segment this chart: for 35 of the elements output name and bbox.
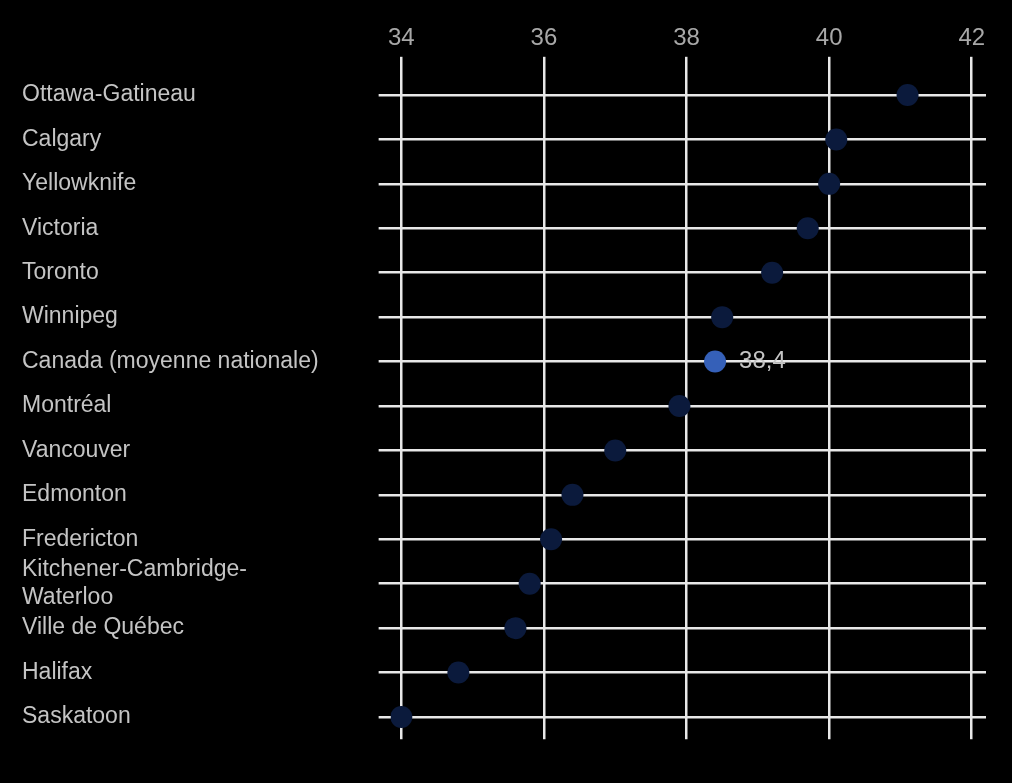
point: [711, 306, 734, 329]
x-tick-label: 34: [387, 23, 415, 51]
x-tick-label: 36: [530, 23, 558, 51]
x-tick-label: 42: [958, 23, 986, 51]
point: [504, 617, 527, 640]
y-tick-label: Winnipeg: [22, 302, 118, 329]
point: [390, 705, 413, 728]
y-tick-label: Calgary: [22, 124, 102, 151]
y-tick-label: Toronto: [22, 258, 99, 285]
point: [668, 395, 691, 417]
point: [896, 84, 919, 107]
y-tick-label: Vancouver: [22, 435, 131, 462]
y-tick-label: Kitchener-Cambridge-Waterloo: [22, 555, 247, 609]
point: [704, 350, 727, 373]
point: [518, 572, 541, 595]
y-tick-label: Montréal: [22, 391, 112, 418]
y-tick-label: Canada (moyenne nationale): [22, 346, 319, 373]
point: [561, 483, 584, 506]
x-tick-label: 40: [815, 23, 843, 51]
y-tick-label: Ville de Québec: [22, 613, 184, 640]
y-tick-label: Fredericton: [22, 524, 139, 551]
point: [447, 661, 470, 684]
y-tick-label: Halifax: [22, 657, 93, 684]
y-tick-label: Edmonton: [22, 480, 127, 507]
point: [604, 439, 627, 462]
y-tick-label: Saskatoon: [22, 702, 131, 729]
y-tick-label: Victoria: [22, 213, 99, 240]
x-tick-label: 38: [673, 23, 700, 51]
y-tick-label: Ottawa-Gatineau: [22, 80, 196, 107]
y-tick-label: Yellowknife: [22, 169, 137, 196]
point: [796, 217, 819, 240]
point: [825, 128, 848, 151]
point: [818, 172, 841, 195]
point: [761, 261, 784, 284]
point: [540, 528, 563, 551]
